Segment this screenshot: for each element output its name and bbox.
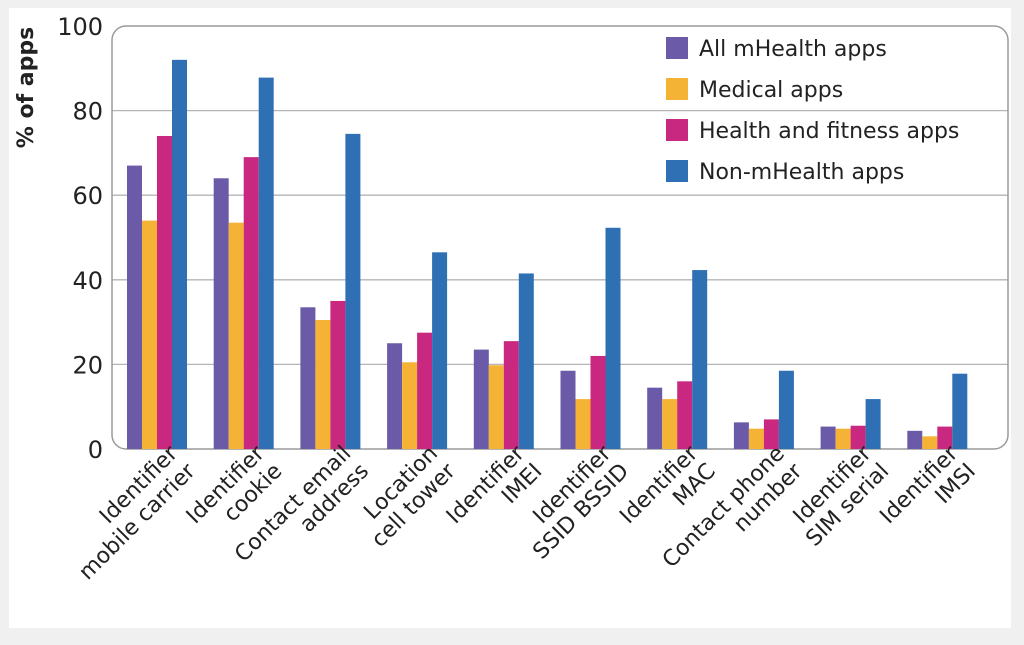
bar bbox=[733, 422, 749, 449]
legend-entry: Health and fitness apps bbox=[699, 119, 959, 144]
bar bbox=[518, 273, 534, 449]
bar bbox=[127, 165, 142, 449]
bar bbox=[560, 370, 576, 449]
bar bbox=[330, 300, 346, 449]
bar bbox=[647, 387, 663, 449]
y-tick-label: 60 bbox=[72, 182, 103, 210]
bar bbox=[865, 399, 881, 449]
plot-area bbox=[111, 25, 1009, 450]
y-axis-ticks: 0 20 40 60 80 100 bbox=[57, 13, 103, 464]
legend-swatch bbox=[666, 78, 688, 100]
bar bbox=[778, 370, 794, 449]
bar bbox=[243, 157, 259, 449]
bar bbox=[503, 341, 519, 449]
bar bbox=[763, 419, 779, 449]
chart-frame: 0 20 40 60 80 100 % of apps Identifier mobile … bbox=[9, 8, 1011, 628]
bar bbox=[820, 426, 836, 449]
bar bbox=[692, 270, 708, 449]
legend-entry: Non-mHealth apps bbox=[699, 160, 904, 185]
legend: All mHealth apps Medical apps Health and f… bbox=[666, 37, 959, 185]
bars bbox=[127, 59, 968, 450]
bar bbox=[937, 426, 953, 449]
legend-entry: Medical apps bbox=[699, 78, 843, 103]
bar bbox=[748, 428, 764, 449]
bar bbox=[473, 349, 489, 449]
bar bbox=[575, 399, 591, 449]
bar bbox=[315, 319, 331, 449]
bar bbox=[172, 59, 187, 450]
bar bbox=[432, 252, 448, 449]
bar bbox=[907, 430, 923, 449]
y-tick-label: 40 bbox=[72, 267, 103, 295]
y-tick-label: 0 bbox=[88, 436, 103, 464]
bar bbox=[213, 178, 229, 449]
bar bbox=[488, 365, 504, 449]
bar bbox=[258, 77, 274, 449]
legend-entry: All mHealth apps bbox=[699, 37, 887, 62]
bar bbox=[300, 307, 316, 449]
bar bbox=[835, 428, 851, 449]
legend-swatch bbox=[666, 119, 688, 141]
y-axis-label: % of apps bbox=[14, 27, 39, 148]
bar bbox=[605, 227, 621, 449]
bar bbox=[387, 343, 403, 449]
bar bbox=[590, 355, 606, 449]
legend-swatch bbox=[666, 37, 688, 59]
bar bbox=[922, 436, 938, 449]
y-tick-label: 20 bbox=[72, 351, 103, 379]
bar bbox=[662, 399, 678, 449]
bar bbox=[157, 135, 172, 449]
bar bbox=[417, 332, 433, 449]
bar bbox=[677, 381, 693, 449]
bar bbox=[952, 373, 968, 449]
legend-swatch bbox=[666, 160, 688, 182]
bar bbox=[142, 220, 157, 449]
bar bbox=[345, 133, 361, 449]
y-tick-label: 100 bbox=[57, 13, 103, 41]
y-tick-label: 80 bbox=[72, 98, 103, 126]
bar bbox=[850, 425, 866, 449]
bar bbox=[228, 222, 244, 449]
bar-chart: 0 20 40 60 80 100 % of apps Identifiermobile … bbox=[14, 13, 1009, 586]
bar bbox=[402, 362, 418, 449]
